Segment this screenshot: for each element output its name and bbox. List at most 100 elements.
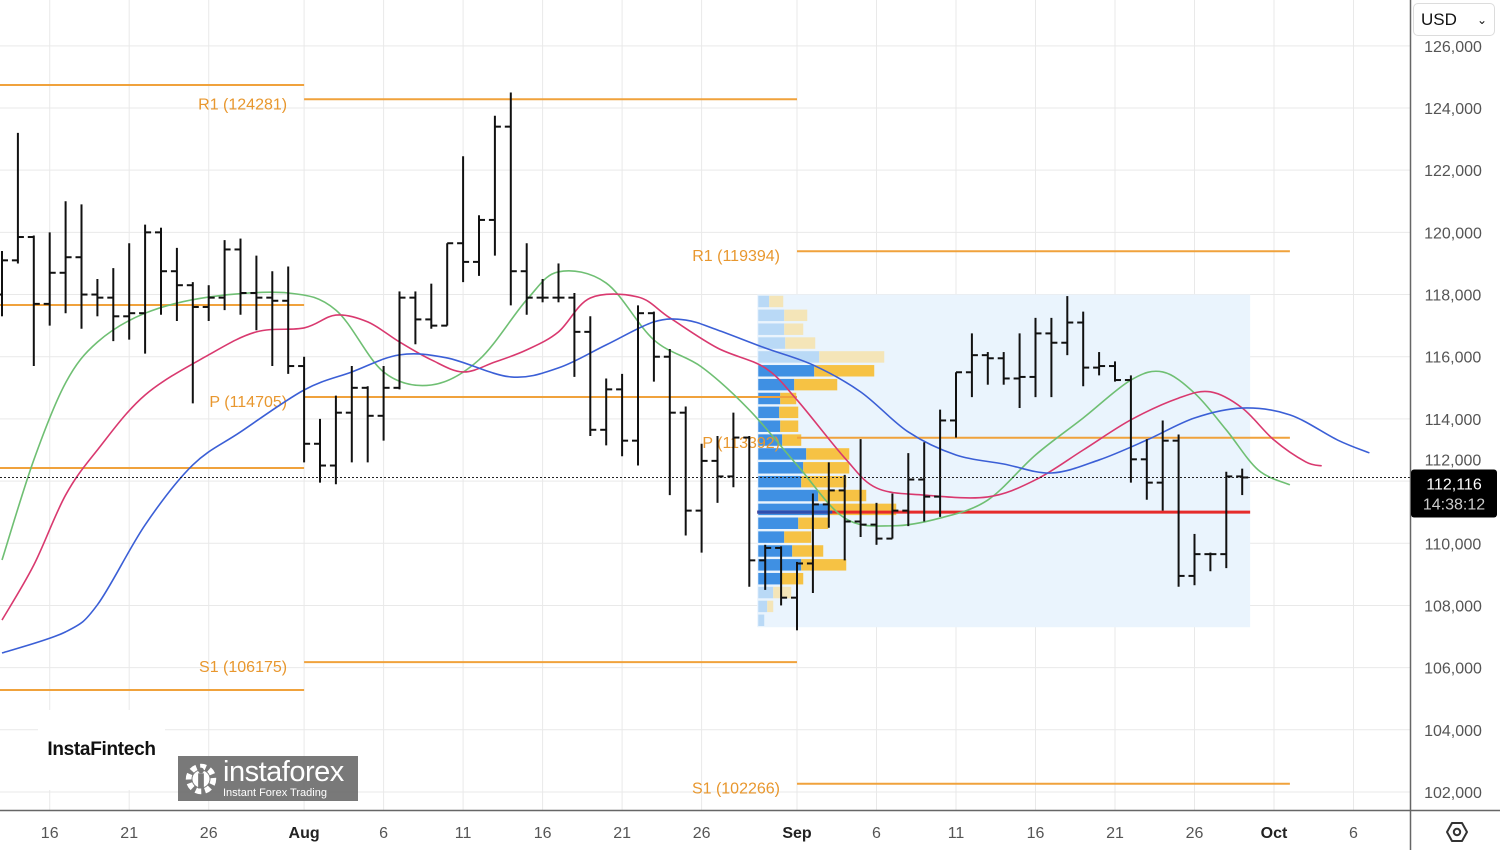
ohlc-bar: [1188, 533, 1201, 586]
ohlc-bar: [266, 271, 279, 367]
pivot-label-s1: S1 (106175): [199, 659, 287, 676]
bar-countdown: 14:38:12: [1423, 496, 1485, 513]
profile-buy-bar: [758, 517, 799, 529]
price-tick-label: 122,000: [1424, 163, 1482, 180]
ohlc-bar: [170, 247, 183, 321]
profile-buy-bar: [758, 392, 781, 405]
time-tick-label: Sep: [782, 825, 812, 842]
profile-buy-bar: [758, 295, 770, 308]
settings-icon[interactable]: [1445, 820, 1469, 844]
last-price-tag: [1411, 469, 1497, 518]
ohlc-bar: [632, 305, 644, 466]
volume-profile-box: [757, 294, 1251, 628]
price-tick-label: 116,000: [1425, 350, 1482, 367]
ohlc-bar: [663, 348, 676, 496]
price-tick-label: 106,000: [1424, 661, 1482, 678]
time-tick-label: 16: [534, 825, 552, 842]
ohlc-bar: [202, 285, 215, 321]
time-tick-label: Oct: [1261, 825, 1288, 842]
pivot-label-p: P (114705): [209, 394, 287, 411]
price-axis-panel: [1410, 0, 1500, 850]
profile-buy-bar: [758, 448, 807, 460]
ohlc-bar: [377, 366, 390, 441]
ohlc-bar: [155, 227, 167, 315]
ohlc-bars: [0, 92, 1249, 631]
ohlc-bar: [345, 366, 358, 463]
ohlc-bar: [568, 292, 581, 377]
ohlc-bar: [1077, 311, 1090, 387]
ohlc-bar: [1172, 434, 1185, 587]
profile-sell-bar: [801, 559, 847, 571]
profile-buy-bar: [758, 531, 785, 543]
ohlc-bar: [0, 251, 8, 317]
price-tick-label: 126,000: [1424, 39, 1482, 56]
profile-buy-bar: [758, 406, 780, 419]
ohlc-bar: [1204, 552, 1217, 572]
ohlc-bar: [504, 92, 517, 306]
ohlc-bar: [1124, 375, 1137, 483]
last-price-value: 112,116: [1426, 476, 1482, 493]
price-tick-label: 112,000: [1425, 452, 1482, 469]
profile-buy-bar: [758, 420, 781, 432]
profile-sell-bar: [806, 448, 850, 460]
currency-value: USD: [1421, 9, 1457, 29]
instafintech-watermark: InstaFintech: [38, 710, 165, 790]
ohlc-bar: [329, 395, 342, 485]
time-axis-panel: [0, 810, 1410, 850]
price-tick-label: 110,000: [1425, 536, 1482, 553]
profile-sell-bar: [767, 600, 774, 613]
ohlc-bar: [1013, 333, 1026, 409]
ohlc-bar: [902, 453, 915, 527]
profile-sell-bar: [829, 503, 897, 516]
pivot-label-r1: R1 (119394): [692, 248, 780, 265]
ohlc-bar: [218, 240, 231, 311]
ohlc-bar: [838, 474, 851, 561]
ohlc-bar: [1140, 439, 1153, 500]
profile-buy-bar: [758, 462, 804, 474]
profile-sell-bar: [819, 351, 885, 363]
profile-buy-bar: [758, 503, 830, 516]
profile-sell-bar: [781, 572, 804, 585]
ohlc-bar: [727, 412, 740, 488]
chevron-down-icon: ⌄: [1476, 12, 1487, 27]
profile-sell-bar: [784, 323, 804, 335]
volume-profile: [757, 294, 1251, 628]
ohlc-bar: [1045, 317, 1058, 398]
time-tick-label: Aug: [289, 825, 320, 842]
currency-select[interactable]: USD ⌄: [1413, 3, 1495, 36]
instaforex-logo: instaforex Instant Forex Trading: [178, 756, 358, 801]
time-tick-label: 6: [379, 825, 388, 842]
price-tick-label: 124,000: [1424, 101, 1482, 118]
time-tick-label: 21: [613, 825, 631, 842]
ohlc-bar: [997, 352, 1010, 385]
ohlc-bar: [950, 371, 962, 438]
ohlc-bar: [139, 224, 152, 354]
ohlc-bar: [441, 242, 454, 327]
price-tick-label: 114,000: [1425, 412, 1482, 429]
time-tick-label: 26: [1186, 825, 1204, 842]
ohlc-bar: [743, 435, 756, 587]
ohlc-bar: [59, 201, 72, 314]
profile-sell-bar: [769, 295, 784, 308]
ohlc-bar: [822, 462, 835, 528]
ohlc-bar: [791, 561, 803, 631]
profile-sell-bar: [794, 378, 838, 391]
profile-sell-bar: [818, 489, 867, 502]
profile-buy-bar: [758, 489, 819, 502]
ohlc-bar: [600, 378, 613, 446]
profile-sell-bar: [803, 462, 850, 474]
ohlc-bar: [123, 243, 136, 340]
ohlc-bar: [488, 115, 501, 256]
profile-sell-bar: [801, 475, 847, 488]
time-tick-label: 21: [1106, 825, 1124, 842]
price-tick-label: 104,000: [1424, 723, 1482, 740]
pivot-label-s1: S1 (102266): [692, 781, 780, 798]
time-tick-label: 6: [1349, 825, 1358, 842]
ohlc-bar: [584, 316, 597, 436]
profile-sell-bar: [814, 365, 875, 377]
price-tick-label: 118,000: [1425, 288, 1482, 305]
profile-buy-bar: [758, 309, 785, 322]
ohlc-bar: [552, 263, 565, 303]
